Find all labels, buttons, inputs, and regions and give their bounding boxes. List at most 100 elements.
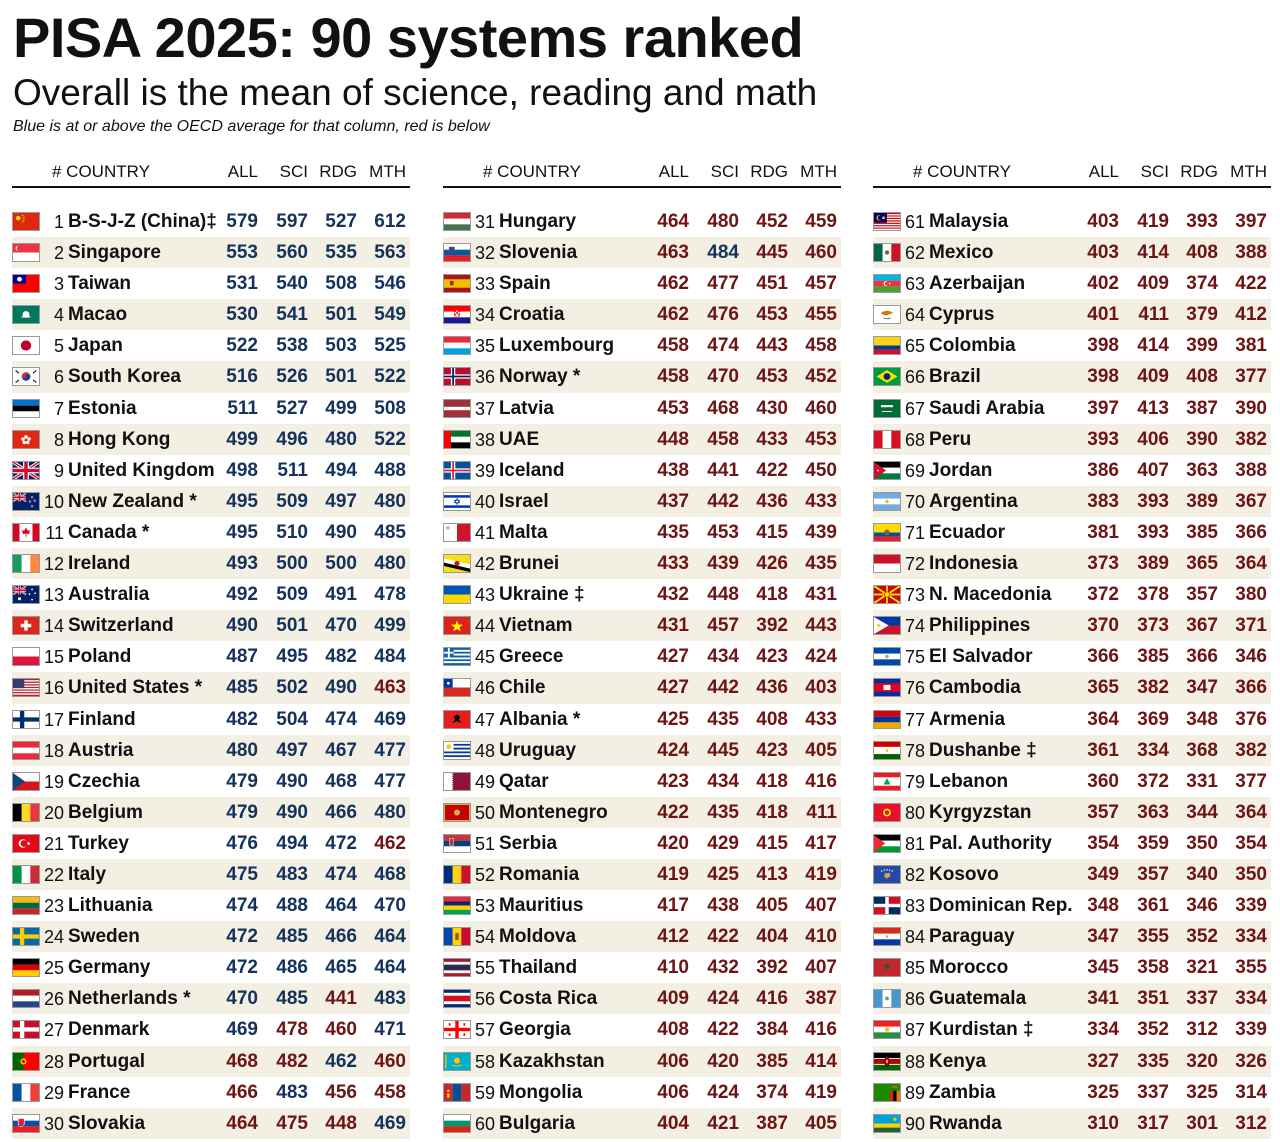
moldova-flag-icon [443,927,471,947]
country-name: Rwanda [929,1112,1002,1134]
page-title: PISA 2025: 90 systems ranked [13,6,804,69]
table-row: 15 Poland 487 495 482 484 [12,641,410,672]
rank-number: 6 [53,367,64,388]
science-score: 509 [276,584,308,606]
rank-number: 44 [474,616,495,637]
rank-number: 89 [904,1082,925,1103]
science-score: 393 [1137,521,1169,543]
reading-score: 365 [1186,553,1218,575]
table-row: 62 Mexico 403 414 408 388 [873,237,1271,269]
country-name: Taiwan [68,273,131,295]
country-name: Chile [499,677,546,699]
kosovo-flag-icon [873,864,901,884]
reading-score: 413 [756,863,788,885]
math-score: 612 [374,211,406,232]
math-score: 355 [1235,957,1267,979]
country-name: Sweden [68,926,140,948]
country-name: Czechia [68,770,140,792]
math-score: 469 [374,708,406,730]
math-score: 488 [374,459,406,481]
math-score: 484 [374,646,406,668]
country-name: Jordan [929,459,993,481]
table-header: # COUNTRY ALL SCI RDG MTH [873,160,1271,188]
math-score: 412 [1235,304,1267,326]
overall-score: 427 [657,646,689,668]
palestine-flag-icon [873,833,901,853]
science-score: 411 [1138,304,1169,326]
overall-score: 427 [657,677,689,699]
reading-score: 357 [1186,584,1218,606]
overall-score: 487 [226,646,258,668]
reading-score: 418 [756,801,788,823]
header-all: ALL [227,162,258,181]
science-score: 502 [276,677,308,699]
country-name: Spain [499,273,551,295]
science-score: 424 [707,1081,739,1103]
header-rdg: RDG [1180,162,1218,181]
reading-score: 436 [756,490,788,512]
reading-score: 433 [756,428,788,450]
table-row: 19 Czechia 479 490 468 477 [12,766,410,797]
reading-score: 474 [325,863,357,885]
country-name: Thailand [499,957,578,979]
table-row: 69 Jordan 386 407 363 388 [873,455,1271,486]
armenia-flag-icon [873,709,901,729]
reading-score: 389 [1186,490,1218,512]
overall-score: 472 [226,926,258,948]
table-row: 21 Turkey 476 494 472 462 [12,828,410,859]
country-name: Moldova [499,926,577,948]
country-name: Israel [499,490,549,512]
rank-number: 29 [43,1082,64,1103]
reading-score: 451 [756,273,788,295]
science-score: 414 [1137,242,1169,264]
reading-score: 501 [325,304,357,326]
reading-score: 465 [325,957,357,979]
country-name: Finland [68,708,136,730]
science-score: 369 [1137,708,1169,730]
overall-score: 479 [226,770,258,792]
math-score: 457 [805,273,837,295]
rank-number: 2 [53,243,64,264]
country-name: Paraguay [929,926,1015,948]
math-score: 326 [1235,1050,1267,1072]
rank-number: 24 [43,927,64,948]
country-name: Australia [68,584,150,606]
overall-score: 464 [226,1112,258,1134]
rank-number: 68 [904,429,925,450]
rank-number: 78 [904,740,925,761]
reading-score: 527 [325,211,357,232]
math-score: 563 [374,242,406,264]
science-score: 458 [707,428,739,450]
math-score: 377 [1235,770,1267,792]
overall-score: 462 [657,273,689,295]
reading-score: 423 [756,646,788,668]
table-row: 5 Japan 522 538 503 525 [12,330,410,361]
science-score: 497 [276,739,308,761]
overall-score: 422 [657,801,689,823]
overall-score: 409 [657,988,689,1010]
overall-score: 530 [226,304,258,326]
science-score: 510 [276,521,308,543]
table-row: 51 Serbia 420 429 415 417 [443,828,841,859]
math-score: 350 [1235,863,1267,885]
science-score: 334 [1137,739,1169,761]
australia-flag-icon [12,585,40,605]
country-name: Portugal [68,1050,146,1072]
math-score: 380 [1235,584,1267,606]
table-header: # COUNTRY ALL SCI RDG MTH [12,160,410,188]
science-score: 424 [707,988,739,1010]
country-name: Zambia [929,1081,996,1103]
iceland-flag-icon [443,460,471,480]
reading-score: 452 [756,211,788,232]
chile-flag-icon [443,678,471,698]
united-states-flag-icon [12,678,40,698]
overall-score: 372 [1087,584,1119,606]
country-name: Dushanbe ‡ [929,739,1037,761]
math-score: 464 [374,957,406,979]
reading-score: 430 [756,397,788,419]
rank-number: 33 [474,274,495,295]
math-score: 460 [374,1050,406,1072]
science-score: 511 [277,459,308,481]
science-score: 442 [707,677,739,699]
math-score: 469 [374,1112,406,1134]
